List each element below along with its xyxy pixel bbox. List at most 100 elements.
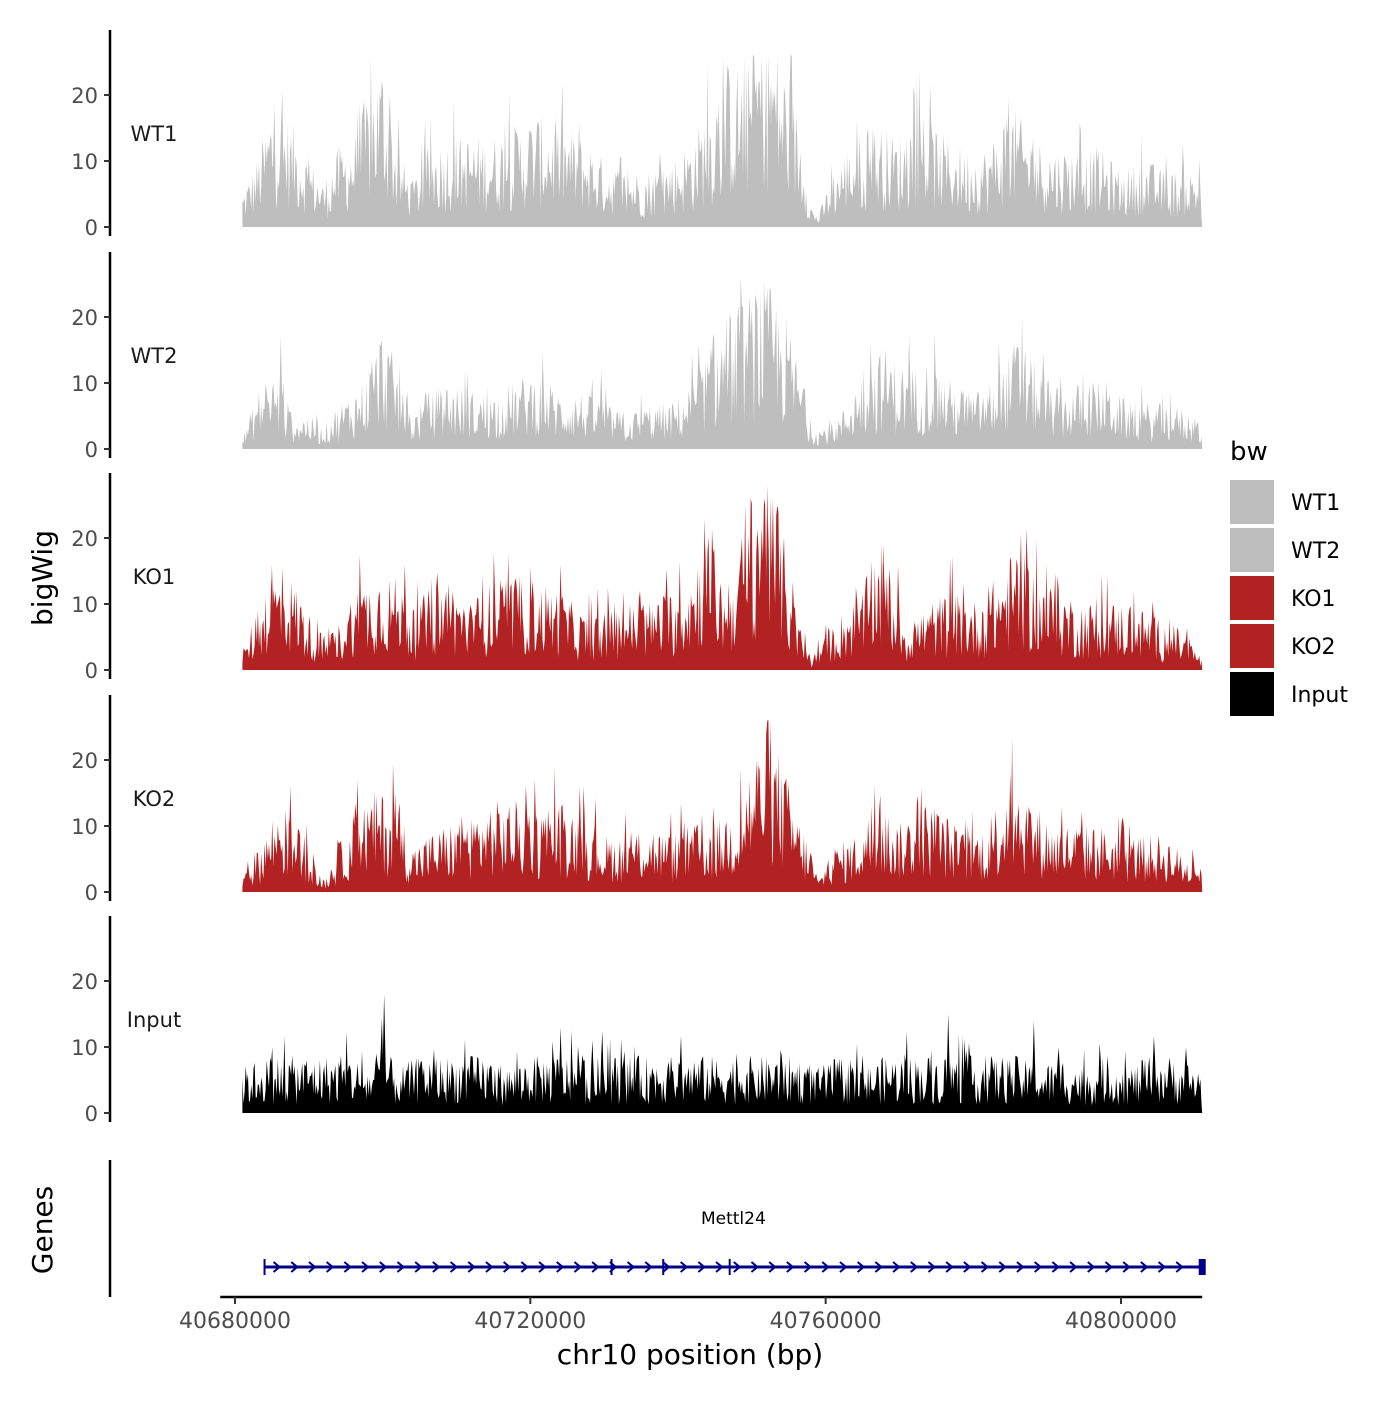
x-tick-label: 40680000: [179, 1309, 291, 1334]
signal-peak: [378, 108, 384, 227]
y-tick-label: 0: [85, 659, 98, 683]
strand-arrow: [538, 1261, 547, 1273]
x-axis-title: chr10 position (bp): [557, 1338, 823, 1371]
signal-peak: [269, 564, 275, 670]
strand-arrow: [839, 1261, 848, 1273]
track-label: KO1: [133, 565, 176, 589]
y-tick-label: 0: [85, 216, 98, 240]
strand-arrow: [414, 1261, 423, 1273]
legend-key-input: [1230, 672, 1274, 716]
strand-arrow: [379, 1261, 388, 1273]
strand-arrow: [361, 1261, 370, 1273]
strand-arrow: [821, 1261, 830, 1273]
strand-arrow: [662, 1261, 671, 1273]
track-panel-ko1: 0 10 20 KO1: [71, 473, 1203, 683]
strand-arrow: [396, 1261, 405, 1273]
strand-arrow: [591, 1261, 600, 1273]
signal-area-ko1: [242, 498, 1203, 670]
strand-arrow: [910, 1261, 919, 1273]
legend: bw WT1 WT2 KO1 KO2 Input: [1230, 437, 1348, 716]
signal-peak: [945, 1014, 951, 1113]
signal-peak: [1012, 343, 1018, 449]
track-panel-wt1: 0 10 20 WT1: [71, 30, 1203, 240]
strand-arrow: [485, 1261, 494, 1273]
strand-arrow: [502, 1261, 512, 1273]
signal-peak: [387, 101, 393, 227]
y-tick-label: 20: [71, 84, 98, 108]
signal-peak: [402, 564, 408, 670]
genes-axis-title: Genes: [26, 1186, 59, 1274]
legend-key-ko2: [1230, 624, 1274, 668]
x-tick-label: 40760000: [770, 1309, 882, 1334]
legend-key-wt1: [1230, 480, 1274, 524]
strand-arrow: [644, 1261, 653, 1273]
signal-peak: [762, 297, 768, 449]
signal-peak: [767, 81, 773, 227]
strand-arrow: [1140, 1261, 1149, 1273]
y-tick-label: 20: [71, 970, 98, 994]
exon-mark: [610, 1259, 613, 1275]
y-tick-label: 10: [71, 815, 98, 839]
strand-arrow: [1016, 1261, 1025, 1273]
strand-arrow: [750, 1261, 759, 1273]
exon-mark: [1198, 1259, 1206, 1275]
legend-label: WT2: [1291, 539, 1340, 564]
gene-label: Mettl24: [701, 1209, 766, 1229]
signal-peak: [754, 760, 760, 892]
exon-mark: [728, 1259, 731, 1275]
exon-mark: [662, 1259, 665, 1275]
signal-area-wt1: [242, 55, 1203, 228]
strand-arrow: [467, 1261, 476, 1273]
exon-mark: [263, 1259, 266, 1275]
strand-arrow: [679, 1261, 689, 1273]
signal-peak: [287, 786, 293, 892]
track-label: WT2: [131, 344, 178, 368]
signal-peak: [880, 544, 886, 670]
signal-peak: [716, 101, 722, 227]
signal-peak: [389, 350, 395, 449]
legend-title: bw: [1230, 437, 1268, 467]
strand-arrow: [963, 1261, 972, 1273]
signal-peak: [577, 786, 583, 892]
strand-arrow: [290, 1261, 299, 1273]
strand-arrow: [733, 1261, 742, 1273]
strand-arrow: [856, 1261, 866, 1273]
y-tick-label: 0: [85, 438, 98, 462]
strand-arrow: [1175, 1261, 1184, 1273]
signal-peak: [278, 336, 284, 449]
strand-arrow: [1157, 1261, 1167, 1273]
signal-peak: [1004, 114, 1010, 227]
strand-arrow: [343, 1261, 352, 1273]
track-label: Input: [127, 1008, 181, 1032]
strand-arrow: [1122, 1261, 1131, 1273]
y-tick-label: 0: [85, 1102, 98, 1126]
strand-arrow: [803, 1261, 813, 1273]
y-tick-label: 0: [85, 881, 98, 905]
signal-peak: [764, 485, 770, 670]
y-tick-label: 20: [71, 527, 98, 551]
gene-track: Mettl24: [108, 1160, 1206, 1297]
signal-peak: [598, 369, 604, 449]
strand-arrow: [1069, 1261, 1078, 1273]
strand-arrow: [626, 1261, 636, 1273]
track-panels: 0 10 20 WT1 0 10 20 WT2 0 10 20 KO1 0 10 20 KO2 0 10 20 Inp…: [71, 30, 1203, 1126]
y-tick-label: 20: [71, 306, 98, 330]
signal-peak: [753, 81, 759, 227]
legend-label: KO2: [1291, 635, 1336, 660]
signal-peak: [1007, 773, 1013, 892]
signal-peak: [271, 114, 277, 227]
x-tick-label: 40720000: [474, 1309, 586, 1334]
strand-arrow: [768, 1261, 777, 1273]
signal-peak: [392, 793, 398, 892]
strand-arrow: [715, 1261, 724, 1273]
strand-arrow: [697, 1261, 706, 1273]
strand-arrow: [945, 1261, 954, 1273]
strand-arrow: [892, 1261, 901, 1273]
y-tick-label: 10: [71, 372, 98, 396]
legend-key-ko1: [1230, 576, 1274, 620]
strand-arrow: [520, 1261, 529, 1273]
legend-key-wt2: [1230, 528, 1274, 572]
x-axis: 40680000 40720000 40760000 40800000: [179, 1295, 1203, 1334]
legend-label: WT1: [1291, 491, 1340, 516]
